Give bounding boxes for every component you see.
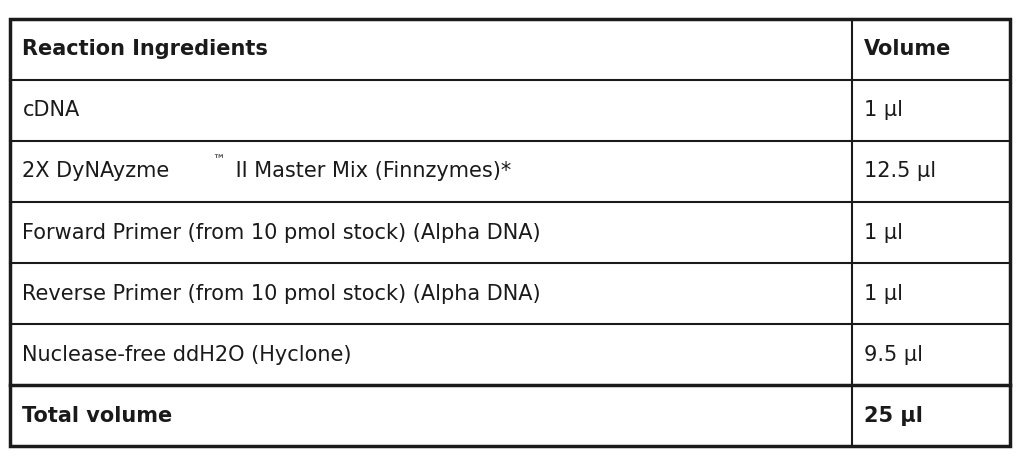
Text: cDNA: cDNA <box>22 100 79 120</box>
Text: 1 μl: 1 μl <box>863 222 902 243</box>
Text: 9.5 μl: 9.5 μl <box>863 345 922 365</box>
Text: 1 μl: 1 μl <box>863 284 902 304</box>
Text: 1 μl: 1 μl <box>863 100 902 120</box>
Text: II Master Mix (Finnzymes)*: II Master Mix (Finnzymes)* <box>228 161 511 181</box>
Text: Total volume: Total volume <box>22 406 172 426</box>
Text: ™: ™ <box>212 154 225 167</box>
Text: Volume: Volume <box>863 39 951 59</box>
Text: 25 μl: 25 μl <box>863 406 922 426</box>
Text: Reverse Primer (from 10 pmol stock) (Alpha DNA): Reverse Primer (from 10 pmol stock) (Alp… <box>22 284 540 304</box>
Text: Nuclease-free ddH2O (Hyclone): Nuclease-free ddH2O (Hyclone) <box>22 345 352 365</box>
Text: Forward Primer (from 10 pmol stock) (Alpha DNA): Forward Primer (from 10 pmol stock) (Alp… <box>22 222 540 243</box>
Text: 2X DyNAyzme: 2X DyNAyzme <box>22 161 169 181</box>
Text: Reaction Ingredients: Reaction Ingredients <box>22 39 268 59</box>
Text: 12.5 μl: 12.5 μl <box>863 161 935 181</box>
